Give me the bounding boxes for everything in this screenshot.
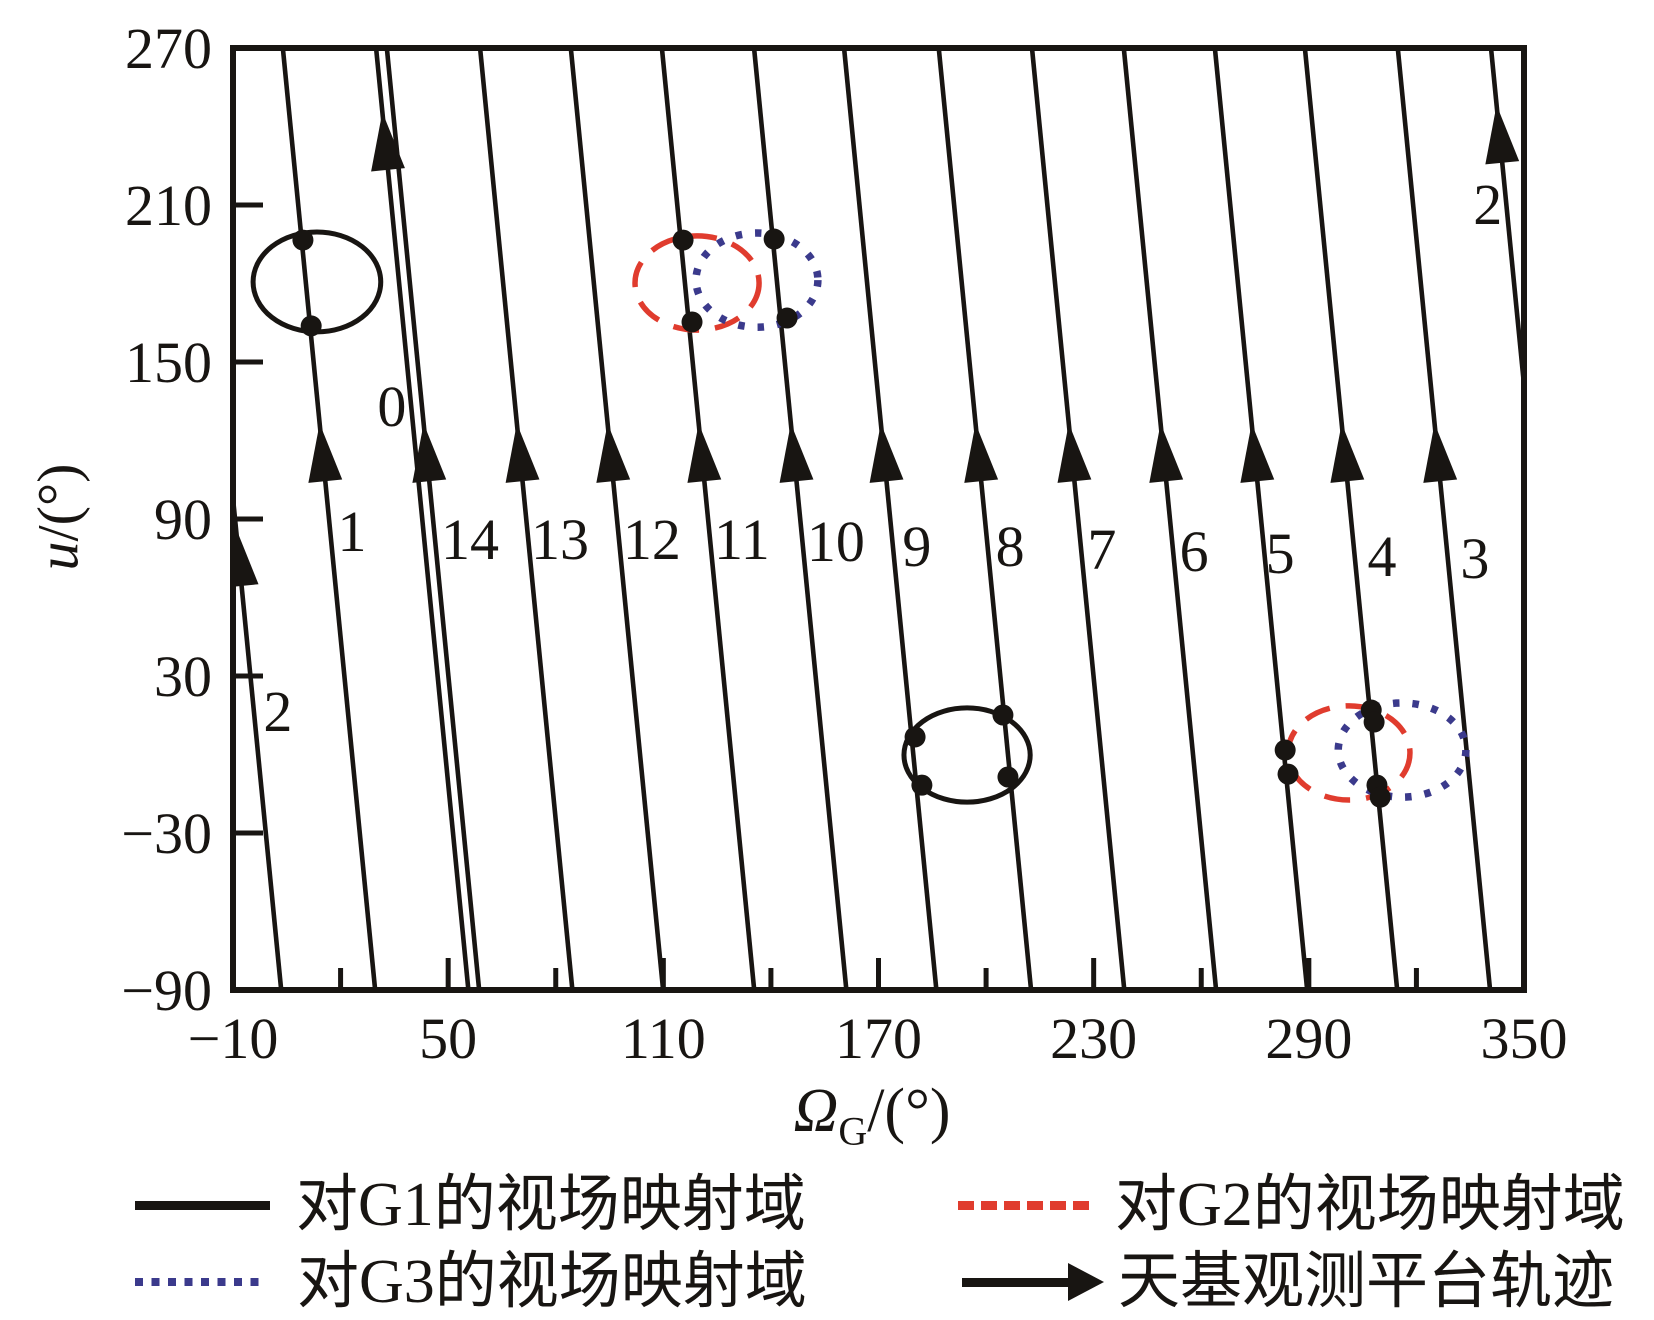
x-axis-symbol: Ω bbox=[793, 1077, 839, 1145]
svg-text:5: 5 bbox=[1266, 521, 1295, 586]
x-axis-unit: /(°) bbox=[867, 1077, 951, 1145]
svg-text:13: 13 bbox=[531, 507, 589, 572]
svg-text:50: 50 bbox=[419, 1006, 477, 1071]
dotted-line-swatch bbox=[135, 1278, 267, 1286]
legend-item-g1: 对G1的视场映射域 bbox=[135, 1165, 806, 1245]
svg-text:4: 4 bbox=[1367, 524, 1396, 589]
svg-text:10: 10 bbox=[807, 509, 865, 574]
y-axis-title: u/(°) bbox=[25, 464, 92, 571]
y-axis-symbol: u bbox=[25, 541, 91, 571]
svg-text:7: 7 bbox=[1087, 517, 1116, 582]
legend-item-g3: 对G3的视场映射域 bbox=[135, 1242, 807, 1320]
solid-line-swatch bbox=[135, 1200, 270, 1210]
x-axis-title: ΩG/(°) bbox=[793, 1076, 950, 1154]
legend-label-g2: 对G2的视场映射域 bbox=[1115, 1171, 1625, 1239]
legend-item-trajectory: 天基观测平台轨迹 bbox=[962, 1242, 1614, 1320]
arrow-swatch bbox=[962, 1263, 1104, 1301]
legend-label-g3: 对G3的视场映射域 bbox=[297, 1248, 807, 1316]
svg-text:2: 2 bbox=[263, 679, 292, 744]
svg-text:290: 290 bbox=[1265, 1006, 1352, 1071]
arrow-shaft bbox=[962, 1277, 1068, 1287]
svg-text:170: 170 bbox=[835, 1006, 922, 1071]
svg-text:230: 230 bbox=[1050, 1006, 1137, 1071]
svg-text:−30: −30 bbox=[121, 801, 212, 866]
legend-label-trajectory: 天基观测平台轨迹 bbox=[1118, 1248, 1615, 1316]
svg-text:350: 350 bbox=[1481, 1006, 1568, 1071]
svg-text:3: 3 bbox=[1460, 526, 1489, 591]
svg-text:−10: −10 bbox=[188, 1006, 279, 1071]
svg-text:8: 8 bbox=[996, 514, 1025, 579]
x-axis-symbol-subscript: G bbox=[838, 1108, 868, 1154]
svg-text:−90: −90 bbox=[121, 958, 212, 1023]
svg-text:150: 150 bbox=[125, 330, 212, 395]
svg-text:110: 110 bbox=[621, 1006, 706, 1071]
svg-text:6: 6 bbox=[1180, 519, 1209, 584]
svg-text:0: 0 bbox=[377, 374, 406, 439]
legend-label-g1: 对G1的视场映射域 bbox=[296, 1171, 806, 1239]
svg-text:210: 210 bbox=[125, 173, 212, 238]
svg-text:90: 90 bbox=[154, 487, 212, 552]
dashed-line-swatch bbox=[958, 1200, 1095, 1210]
arrowhead-icon bbox=[1068, 1263, 1104, 1301]
svg-text:11: 11 bbox=[714, 507, 770, 572]
svg-text:12: 12 bbox=[623, 507, 681, 572]
svg-text:9: 9 bbox=[902, 514, 931, 579]
svg-text:2: 2 bbox=[1473, 172, 1502, 237]
y-axis-unit: /(°) bbox=[25, 463, 91, 542]
legend-item-g2: 对G2的视场映射域 bbox=[958, 1165, 1625, 1245]
svg-text:14: 14 bbox=[441, 507, 499, 572]
svg-text:1: 1 bbox=[338, 499, 367, 564]
svg-text:30: 30 bbox=[154, 644, 212, 709]
svg-text:270: 270 bbox=[125, 16, 212, 81]
